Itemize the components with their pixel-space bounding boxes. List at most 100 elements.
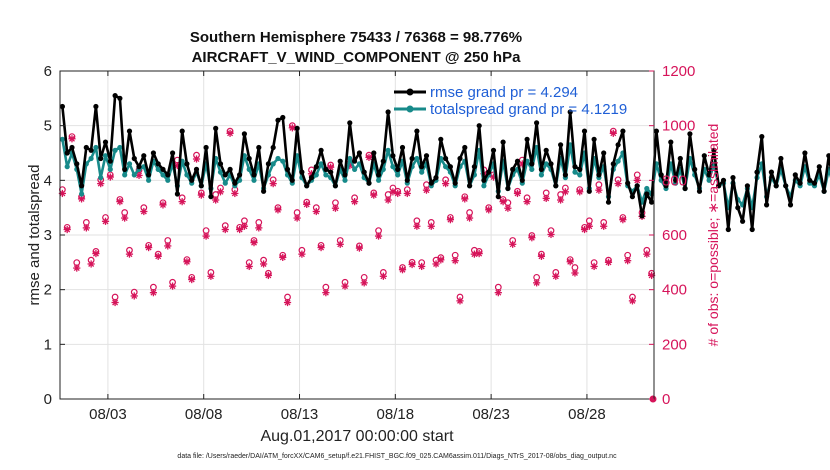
series-lines	[59, 93, 830, 233]
series-point-totalspread	[117, 144, 123, 151]
y-tick-label-left: 5	[44, 118, 52, 135]
obs-assimilated-stroke	[322, 289, 329, 296]
series-point-rmse	[380, 158, 386, 164]
y-tick-label-right: 1200	[662, 63, 695, 80]
y-tick-label-left: 1	[44, 336, 52, 353]
obs-assimilated-marker	[590, 262, 598, 271]
y-tick-label-left: 6	[44, 63, 52, 80]
series-point-rmse	[385, 109, 391, 115]
obs-assimilated-marker	[212, 196, 220, 204]
obs-assimilated-marker	[197, 191, 205, 199]
obs-assimilated-marker	[365, 153, 373, 161]
series-point-totalspread	[122, 172, 128, 178]
series-point-totalspread	[217, 169, 224, 175]
x-tick-label: 08/23	[472, 406, 510, 423]
series-point-totalspread	[275, 155, 281, 162]
series-point-totalspread	[270, 161, 276, 167]
series-point-rmse	[682, 185, 688, 192]
y-tick-label-right: 1000	[662, 118, 695, 135]
series-point-rmse	[500, 139, 506, 145]
series-point-rmse	[241, 131, 247, 137]
series-point-rmse	[534, 120, 540, 126]
obs-assimilated-marker	[87, 260, 95, 268]
series-point-rmse	[428, 180, 434, 186]
obs-assimilated-stroke	[591, 263, 598, 270]
obs-assimilated-stroke	[251, 239, 257, 246]
series-point-rmse	[438, 136, 444, 142]
series-point-rmse	[198, 183, 204, 189]
series-point-rmse	[778, 155, 784, 162]
obs-assimilated-stroke	[121, 215, 128, 222]
series-point-totalspread	[88, 155, 94, 162]
obs-assimilated-stroke	[126, 251, 133, 258]
obs-assimilated-marker	[542, 194, 550, 202]
series-point-rmse	[529, 161, 535, 167]
obs-assimilated-stroke	[164, 242, 171, 249]
obs-assimilated-marker	[269, 180, 277, 188]
legend-rmse-label: rmse grand pr = 4.294	[430, 84, 578, 101]
series-point-rmse	[323, 166, 329, 172]
obs-count-markers	[58, 122, 657, 403]
obs-assimilated-stroke	[102, 218, 109, 225]
obs-assimilated-marker	[561, 188, 569, 196]
obs-assimilated-marker	[202, 232, 210, 240]
obs-assimilated-stroke	[274, 206, 281, 213]
obs-assimilated-stroke	[294, 215, 301, 222]
series-point-rmse	[658, 172, 664, 178]
series-point-rmse	[601, 150, 607, 156]
series-point-rmse	[280, 114, 286, 121]
obs-assimilated-marker	[456, 297, 464, 305]
series-point-rmse	[649, 199, 655, 205]
obs-assimilated-marker	[245, 262, 253, 271]
series-point-totalspread	[390, 164, 396, 170]
obs-assimilated-stroke	[370, 192, 377, 199]
obs-assimilated-stroke	[155, 253, 162, 260]
obs-assimilated-marker	[236, 225, 244, 234]
chart-title: Southern Hemisphere 75433 / 76368 = 98.7…	[190, 29, 522, 46]
series-point-rmse	[399, 144, 406, 151]
series-point-totalspread	[443, 164, 449, 170]
obs-assimilated-marker	[465, 214, 474, 222]
x-tick-label: 08/08	[185, 406, 223, 423]
obs-assimilated-stroke	[514, 190, 521, 197]
y-tick-label-left: 0	[44, 391, 52, 408]
obs-assimilated-marker	[226, 129, 234, 137]
series-point-totalspread	[376, 177, 382, 183]
series-point-rmse	[816, 164, 822, 170]
obs-assimilated-stroke	[610, 130, 617, 137]
obs-assimilated-marker	[556, 196, 565, 204]
obs-assimilated-stroke	[562, 188, 569, 195]
obs-assimilated-marker	[547, 230, 555, 239]
obs-assimilated-stroke	[461, 195, 468, 202]
series-point-rmse	[122, 166, 128, 172]
series-point-rmse	[821, 188, 827, 194]
obs-assimilated-stroke	[634, 177, 641, 184]
obs-assimilated-stroke	[399, 266, 406, 273]
obs-assimilated-marker	[288, 124, 296, 132]
obs-assimilated-stroke	[571, 270, 578, 276]
obs-assimilated-stroke	[423, 187, 430, 194]
obs-assimilated-marker	[111, 298, 119, 307]
obs-assimilated-marker	[461, 195, 469, 203]
obs-assimilated-stroke	[160, 201, 166, 208]
series-point-rmse	[107, 158, 113, 164]
obs-assimilated-marker	[121, 214, 129, 222]
series-point-rmse	[749, 226, 755, 233]
series-point-rmse	[495, 194, 501, 200]
series-point-rmse	[663, 183, 669, 189]
obs-assimilated-stroke	[303, 201, 310, 208]
obs-assimilated-marker	[164, 242, 172, 250]
series-point-totalspread	[313, 172, 319, 178]
series-point-rmse	[538, 166, 545, 172]
series-point-rmse	[692, 166, 698, 172]
series-point-totalspread	[538, 172, 545, 178]
obs-assimilated-stroke	[140, 208, 147, 215]
obs-assimilated-stroke	[528, 234, 535, 241]
series-point-rmse	[486, 169, 492, 175]
series-point-totalspread	[481, 183, 487, 189]
obs-assimilated-marker	[427, 222, 435, 230]
series-point-rmse	[452, 180, 458, 186]
obs-assimilated-marker	[73, 264, 81, 272]
series-point-totalspread	[155, 166, 161, 172]
series-point-rmse	[596, 172, 602, 178]
